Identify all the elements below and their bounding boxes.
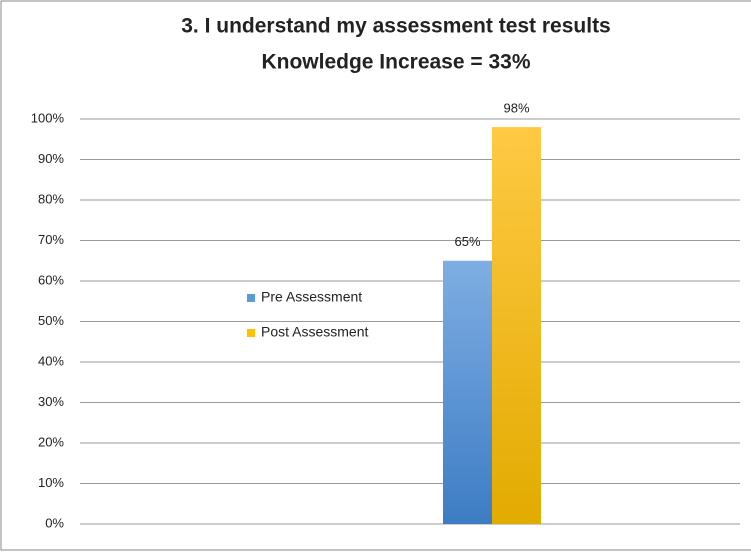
y-tick-label: 70%	[38, 232, 64, 247]
y-tick-label: 50%	[38, 313, 64, 328]
chart-title: 3. I understand my assessment test resul…	[181, 15, 611, 38]
bar	[492, 127, 541, 524]
y-tick-label: 20%	[38, 434, 64, 449]
legend-swatch	[247, 329, 255, 337]
value-label: 98%	[503, 101, 529, 116]
chart-subtitle: Knowledge Increase = 33%	[261, 51, 530, 74]
legend-label: Pre Assessment	[261, 289, 362, 305]
y-tick-label: 0%	[45, 515, 64, 530]
y-tick-label: 100%	[31, 110, 65, 125]
y-tick-label: 90%	[38, 151, 64, 166]
y-tick-label: 30%	[38, 394, 64, 409]
y-tick-label: 40%	[38, 353, 64, 368]
bar	[443, 260, 492, 524]
y-tick-label: 60%	[38, 272, 64, 287]
legend-label: Post Assessment	[261, 324, 368, 340]
value-label: 65%	[454, 234, 480, 249]
y-tick-label: 10%	[38, 475, 64, 490]
y-tick-label: 80%	[38, 191, 64, 206]
legend-swatch	[247, 294, 255, 302]
